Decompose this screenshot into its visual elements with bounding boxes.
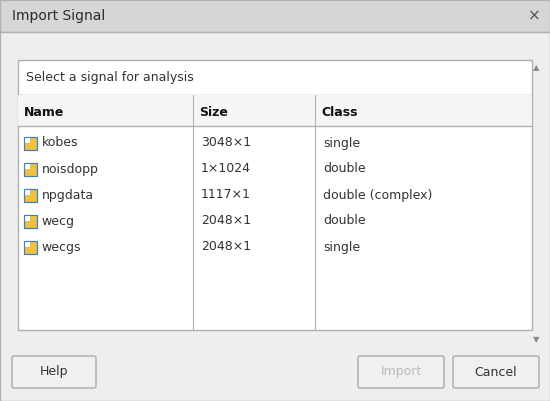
Bar bbox=[24, 241, 30, 247]
Text: 2048×1: 2048×1 bbox=[201, 215, 251, 227]
Bar bbox=[24, 162, 36, 176]
Bar bbox=[24, 162, 36, 176]
Text: Class: Class bbox=[321, 105, 358, 119]
Bar bbox=[24, 188, 36, 201]
Text: double (complex): double (complex) bbox=[323, 188, 432, 201]
Text: kobes: kobes bbox=[41, 136, 78, 150]
Bar bbox=[24, 241, 36, 253]
Text: Size: Size bbox=[199, 105, 228, 119]
Text: wecgs: wecgs bbox=[41, 241, 81, 253]
Bar bbox=[24, 188, 36, 201]
Bar bbox=[24, 188, 30, 195]
Text: wecg: wecg bbox=[41, 215, 74, 227]
Text: single: single bbox=[323, 136, 360, 150]
Text: Import Signal: Import Signal bbox=[12, 9, 105, 23]
Text: single: single bbox=[323, 241, 360, 253]
Bar bbox=[24, 215, 36, 227]
Bar bbox=[18, 95, 532, 126]
Text: 3048×1: 3048×1 bbox=[201, 136, 251, 150]
Text: Help: Help bbox=[40, 365, 68, 379]
Text: 2048×1: 2048×1 bbox=[201, 241, 251, 253]
Text: Name: Name bbox=[24, 105, 64, 119]
Text: npgdata: npgdata bbox=[41, 188, 94, 201]
FancyBboxPatch shape bbox=[12, 356, 96, 388]
Bar bbox=[24, 136, 36, 150]
Text: Import: Import bbox=[381, 365, 422, 379]
Text: Cancel: Cancel bbox=[475, 365, 518, 379]
Bar bbox=[24, 215, 36, 227]
Bar bbox=[24, 241, 36, 253]
FancyBboxPatch shape bbox=[358, 356, 444, 388]
Text: double: double bbox=[323, 215, 366, 227]
Text: Select a signal for analysis: Select a signal for analysis bbox=[26, 71, 194, 85]
Bar bbox=[24, 136, 30, 143]
Text: ×: × bbox=[527, 8, 540, 24]
Bar bbox=[18, 60, 532, 330]
Text: ▲: ▲ bbox=[533, 63, 539, 73]
FancyBboxPatch shape bbox=[453, 356, 539, 388]
Bar bbox=[24, 215, 30, 221]
Text: 1117×1: 1117×1 bbox=[201, 188, 251, 201]
Bar bbox=[24, 136, 36, 150]
Text: 1×1024: 1×1024 bbox=[201, 162, 251, 176]
Text: noisdopp: noisdopp bbox=[41, 162, 98, 176]
Bar bbox=[0, 0, 550, 32]
Bar bbox=[24, 162, 30, 169]
Text: double: double bbox=[323, 162, 366, 176]
Text: ▼: ▼ bbox=[533, 336, 539, 344]
